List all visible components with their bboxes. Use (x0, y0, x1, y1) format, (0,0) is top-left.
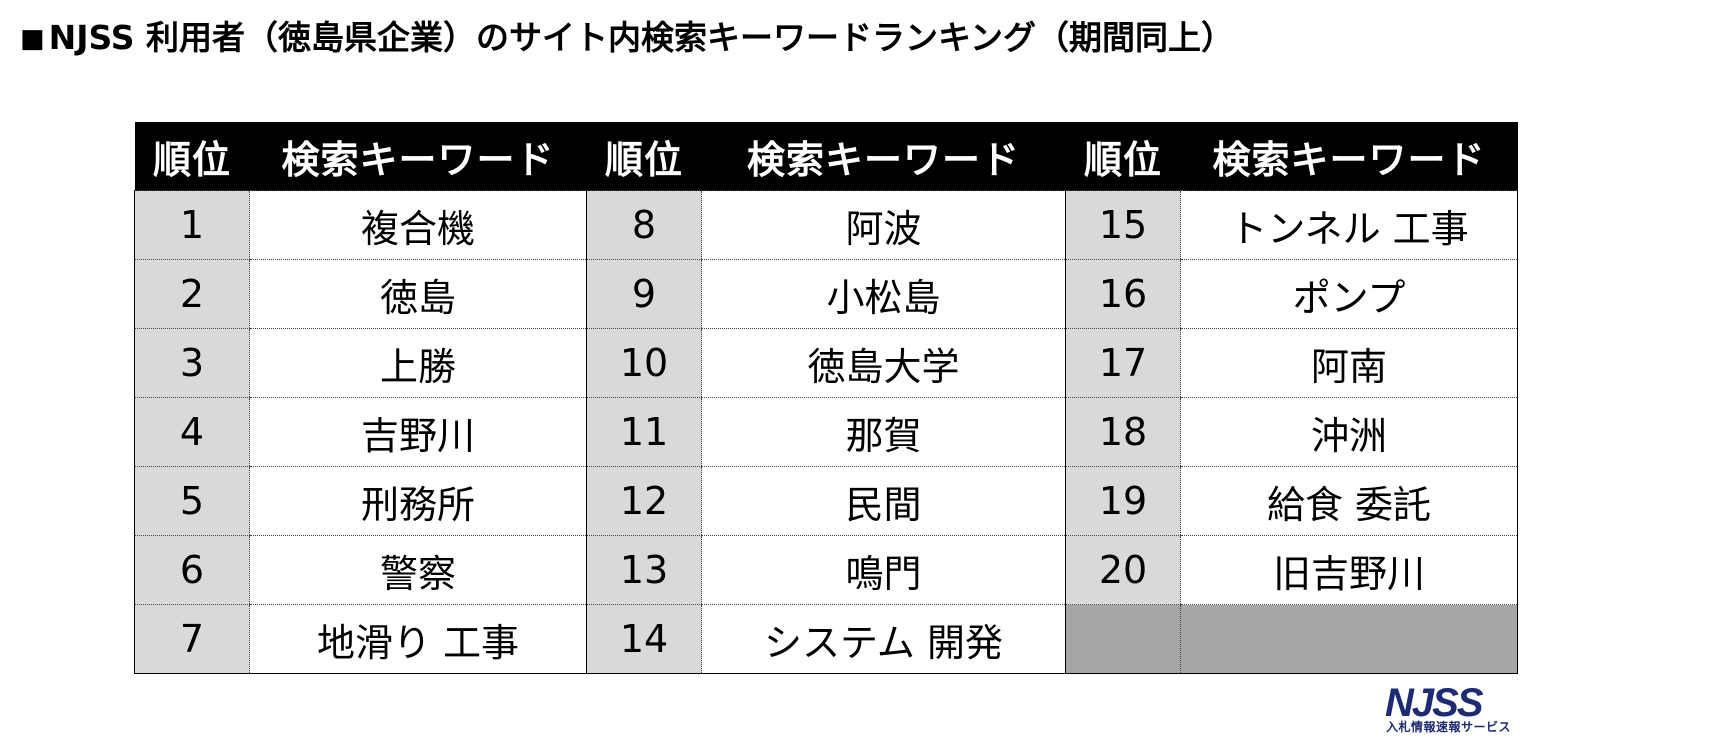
rank-cell: 1 (134, 190, 250, 260)
njss-logo: NJSS (1385, 681, 1486, 725)
rank-cell: 11 (586, 397, 702, 467)
table-row: 7 地滑り 工事 14 システム 開発 (134, 604, 1518, 674)
rank-cell: 7 (134, 604, 250, 674)
rank-header: 順位 (134, 122, 250, 191)
table-row: 5 刑務所 12 民間 19 給食 委託 (134, 466, 1518, 536)
rank-cell: 2 (134, 259, 250, 329)
table-row: 6 警察 13 鳴門 20 旧吉野川 (134, 535, 1518, 605)
rank-cell: 4 (134, 397, 250, 467)
rank-cell: 6 (134, 535, 250, 605)
keyword-cell: トンネル 工事 (1180, 190, 1518, 260)
keyword-cell: 旧吉野川 (1180, 535, 1518, 605)
keyword-ranking-table: 順位 検索キーワード 順位 検索キーワード 順位 検索キーワード 1 複合機 8… (134, 122, 1518, 674)
logo-tagline: 入札情報速報サービス (1386, 720, 1512, 734)
rank-header: 順位 (1065, 122, 1181, 191)
keyword-cell: システム 開発 (701, 604, 1066, 674)
keyword-cell: 民間 (701, 466, 1066, 536)
keyword-cell: ポンプ (1180, 259, 1518, 329)
keyword-cell: 鳴門 (701, 535, 1066, 605)
keyword-cell: 阿波 (701, 190, 1066, 260)
keyword-cell: 刑務所 (249, 466, 587, 536)
keyword-cell: 複合機 (249, 190, 587, 260)
keyword-header: 検索キーワード (249, 122, 587, 191)
empty-cell (1065, 604, 1181, 674)
keyword-cell: 小松島 (701, 259, 1066, 329)
title-text: NJSS 利用者（徳島県企業）のサイト内検索キーワードランキング（期間同上） (48, 18, 1235, 57)
rank-cell: 5 (134, 466, 250, 536)
rank-cell: 3 (134, 328, 250, 398)
keyword-cell: 阿南 (1180, 328, 1518, 398)
rank-cell: 20 (1065, 535, 1181, 605)
keyword-cell: 吉野川 (249, 397, 587, 467)
keyword-cell: 那賀 (701, 397, 1066, 467)
keyword-cell: 給食 委託 (1180, 466, 1518, 536)
table-row: 3 上勝 10 徳島大学 17 阿南 (134, 328, 1518, 398)
rank-cell: 10 (586, 328, 702, 398)
rank-cell: 15 (1065, 190, 1181, 260)
table-header-row: 順位 検索キーワード 順位 検索キーワード 順位 検索キーワード (134, 122, 1518, 191)
keyword-cell: 沖洲 (1180, 397, 1518, 467)
page-title: ■ NJSS 利用者（徳島県企業）のサイト内検索キーワードランキング（期間同上） (20, 16, 1234, 61)
rank-cell: 18 (1065, 397, 1181, 467)
keyword-cell: 地滑り 工事 (249, 604, 587, 674)
empty-cell (1180, 604, 1518, 674)
keyword-header: 検索キーワード (701, 122, 1066, 191)
rank-cell: 17 (1065, 328, 1181, 398)
rank-cell: 8 (586, 190, 702, 260)
keyword-cell: 上勝 (249, 328, 587, 398)
rank-cell: 14 (586, 604, 702, 674)
rank-cell: 9 (586, 259, 702, 329)
table-row: 2 徳島 9 小松島 16 ポンプ (134, 259, 1518, 329)
rank-cell: 13 (586, 535, 702, 605)
keyword-header: 検索キーワード (1180, 122, 1518, 191)
rank-cell: 12 (586, 466, 702, 536)
title-marker: ■ (20, 24, 45, 54)
rank-cell: 16 (1065, 259, 1181, 329)
table-row: 1 複合機 8 阿波 15 トンネル 工事 (134, 190, 1518, 260)
rank-cell: 19 (1065, 466, 1181, 536)
keyword-cell: 警察 (249, 535, 587, 605)
table-row: 4 吉野川 11 那賀 18 沖洲 (134, 397, 1518, 467)
logo-brand: NJSS (1385, 681, 1484, 725)
keyword-cell: 徳島 (249, 259, 587, 329)
rank-header: 順位 (586, 122, 702, 191)
keyword-cell: 徳島大学 (701, 328, 1066, 398)
